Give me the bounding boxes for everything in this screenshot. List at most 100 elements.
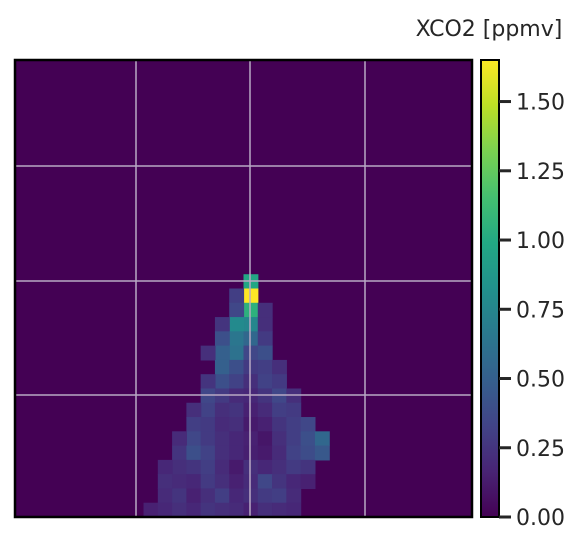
heatmap-cell-89 bbox=[186, 474, 202, 490]
heatmap-cell-91 bbox=[214, 474, 230, 490]
heatmap-cell-45 bbox=[186, 417, 202, 432]
heatmap-cell-62 bbox=[300, 431, 316, 447]
colorbar-tick-label-5: 1.25 bbox=[516, 160, 565, 185]
heatmap-cell-50 bbox=[257, 417, 273, 432]
heatmap-cell-17 bbox=[257, 345, 273, 361]
heatmap-cell-28 bbox=[272, 374, 287, 390]
heatmap-plot-area bbox=[13, 58, 474, 519]
heatmap-cell-20 bbox=[229, 359, 245, 375]
heatmap-cell-73 bbox=[286, 445, 302, 461]
heatmap-cell-110 bbox=[172, 502, 187, 517]
heatmap-cell-60 bbox=[272, 431, 287, 447]
heatmap-cell-56 bbox=[214, 431, 230, 447]
heatmap-cell-59 bbox=[257, 431, 273, 447]
heatmap-cell-22 bbox=[257, 359, 273, 375]
heatmap-cell-25 bbox=[229, 374, 245, 390]
heatmap-cell-57 bbox=[229, 431, 245, 447]
colorbar-gradient bbox=[481, 60, 499, 517]
heatmap-cell-80 bbox=[229, 459, 245, 475]
heatmap-cell-117 bbox=[272, 502, 287, 517]
heatmap-cell-55 bbox=[200, 431, 216, 447]
heatmap-cell-9 bbox=[257, 317, 273, 332]
heatmap-cell-52 bbox=[286, 417, 302, 432]
heatmap-cell-48 bbox=[229, 417, 245, 432]
heatmap-cell-109 bbox=[157, 502, 173, 517]
heatmap-cell-68 bbox=[214, 445, 230, 461]
heatmap-cell-38 bbox=[214, 402, 230, 418]
heatmap-cell-74 bbox=[300, 445, 316, 461]
heatmap-cell-84 bbox=[286, 459, 302, 475]
heatmap-cell-114 bbox=[229, 502, 245, 517]
heatmap-cell-77 bbox=[186, 459, 202, 475]
heatmap-cell-102 bbox=[214, 488, 230, 504]
heatmap-cell-92 bbox=[229, 474, 245, 490]
plot-frame bbox=[13, 58, 474, 519]
heatmap-cell-90 bbox=[200, 474, 216, 490]
colorbar: 0.00 0.25 0.50 0.75 1.00 1.25 1.50 XCO2 [ppmv] bbox=[416, 17, 565, 531]
colorbar-tick-label-6: 1.50 bbox=[516, 91, 565, 116]
heatmap-cell-103 bbox=[229, 488, 245, 504]
heatmap-cell-13 bbox=[257, 331, 273, 347]
heatmap-cell-39 bbox=[229, 402, 245, 418]
heatmap-cell-54 bbox=[186, 431, 202, 447]
heatmap-cell-105 bbox=[257, 488, 273, 504]
heatmap-cell-106 bbox=[272, 488, 287, 504]
heatmap-cell-97 bbox=[300, 474, 316, 490]
colorbar-ticks: 0.00 0.25 0.50 0.75 1.00 1.25 1.50 bbox=[499, 91, 565, 531]
heatmap-cell-65 bbox=[172, 445, 187, 461]
heatmap-cell-85 bbox=[300, 459, 316, 475]
heatmap-cell-113 bbox=[214, 502, 230, 517]
heatmap-cell-42 bbox=[272, 402, 287, 418]
heatmap-cell-76 bbox=[172, 459, 187, 475]
heatmap-cell-27 bbox=[257, 374, 273, 390]
colorbar-tick-label-3: 0.75 bbox=[516, 298, 565, 323]
heatmap-cell-72 bbox=[272, 445, 287, 461]
heatmap-cell-66 bbox=[186, 445, 202, 461]
heatmap-cell-88 bbox=[172, 474, 187, 490]
heatmap-cell-61 bbox=[286, 431, 302, 447]
colorbar-tick-label-2: 0.50 bbox=[516, 368, 565, 393]
heatmap-cell-43 bbox=[286, 402, 302, 418]
heatmap-cell-15 bbox=[214, 345, 230, 361]
heatmap-cell-111 bbox=[186, 502, 202, 517]
heatmap-cell-69 bbox=[229, 445, 245, 461]
heatmap-cell-87 bbox=[157, 474, 173, 490]
colorbar-tick-label-4: 1.00 bbox=[516, 229, 565, 254]
heatmap-cell-79 bbox=[214, 459, 230, 475]
heatmap-cell-95 bbox=[272, 474, 287, 490]
heatmap-cell-96 bbox=[286, 474, 302, 490]
heatmap-cell-86 bbox=[157, 459, 173, 475]
heatmap-cell-29 bbox=[200, 374, 216, 390]
heatmap-cell-107 bbox=[286, 488, 302, 504]
heatmap-cell-14 bbox=[229, 345, 245, 361]
heatmap-cell-10 bbox=[229, 331, 245, 347]
heatmap-cell-23 bbox=[272, 359, 287, 375]
heatmap-cell-82 bbox=[257, 459, 273, 475]
heatmap-gridlines bbox=[15, 60, 472, 517]
heatmap-cell-19 bbox=[214, 359, 230, 375]
heatmap-cell-98 bbox=[157, 488, 173, 504]
heatmap-cell-108 bbox=[143, 502, 159, 517]
colorbar-tick-label-1: 0.25 bbox=[516, 437, 565, 462]
heatmap-cell-99 bbox=[172, 488, 187, 504]
heatmap-cell-46 bbox=[200, 417, 216, 432]
heatmap-cell-47 bbox=[214, 417, 230, 432]
colorbar-tick-label-0: 0.00 bbox=[516, 506, 565, 531]
heatmap-cell-2 bbox=[229, 288, 245, 304]
heatmap-cells bbox=[143, 274, 330, 517]
heatmap-cell-116 bbox=[257, 502, 273, 517]
heatmap-cell-67 bbox=[200, 445, 216, 461]
heatmap-cell-24 bbox=[214, 374, 230, 390]
heatmap-cell-78 bbox=[200, 459, 216, 475]
heatmap-cell-101 bbox=[200, 488, 216, 504]
heatmap-cell-7 bbox=[229, 317, 245, 332]
heatmap-cell-112 bbox=[200, 502, 216, 517]
heatmap-cell-64 bbox=[172, 431, 187, 447]
heatmap-cell-18 bbox=[200, 345, 216, 361]
heatmap-cell-83 bbox=[272, 459, 287, 475]
colorbar-label: XCO2 [ppmv] bbox=[416, 17, 563, 42]
heatmap-cell-8 bbox=[214, 317, 230, 332]
heatmap-cell-63 bbox=[314, 431, 330, 447]
heatmap-cell-71 bbox=[257, 445, 273, 461]
